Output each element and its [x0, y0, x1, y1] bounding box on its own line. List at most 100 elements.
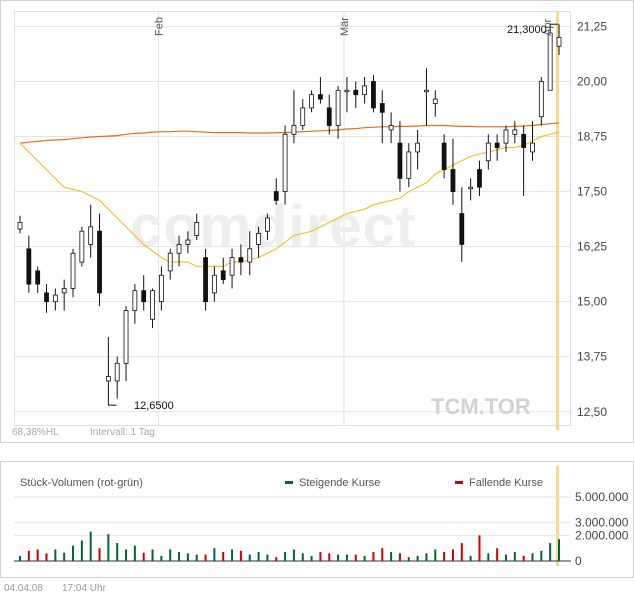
high-annotation: 21,3000	[507, 24, 547, 36]
candle	[247, 231, 253, 276]
footer-date: 04.04.08	[4, 583, 43, 594]
candle	[415, 129, 421, 170]
candle-body-up	[468, 186, 474, 190]
candle-body-up	[17, 222, 23, 230]
candle	[326, 94, 332, 135]
volume-bar	[89, 531, 92, 561]
candle	[176, 235, 182, 267]
price-tick-label: 13,75	[577, 350, 607, 364]
candle	[503, 125, 509, 152]
volume-bar	[169, 549, 172, 561]
candle-body-up	[114, 362, 120, 382]
candle-body-down	[326, 107, 332, 126]
volume-bar	[248, 554, 251, 561]
volume-bar	[231, 549, 234, 561]
candle	[282, 125, 288, 205]
candle	[512, 121, 518, 144]
volume-bar	[328, 553, 331, 561]
volume-tick-label: 3.000.000	[575, 516, 629, 530]
candle	[432, 90, 438, 117]
month-tick-label: Mär	[339, 17, 351, 36]
volume-bar	[416, 555, 419, 561]
candle-body-up	[52, 294, 58, 303]
price-plot-area	[14, 11, 571, 426]
volume-bar	[19, 555, 21, 561]
legend-down-swatch	[455, 481, 463, 484]
volume-panel-frame	[0, 461, 634, 578]
volume-bar	[345, 554, 348, 561]
price-tick-label: 15,00	[577, 295, 607, 309]
candle	[79, 226, 85, 267]
volume-tick-label: 0	[575, 554, 582, 568]
volume-bar	[142, 552, 145, 561]
volume-bar	[513, 552, 516, 561]
candle-body-down	[273, 191, 279, 201]
candle	[477, 160, 482, 196]
volume-bar	[36, 549, 39, 561]
volume-bar	[133, 545, 136, 561]
volume-bar	[407, 557, 410, 561]
candle	[309, 90, 314, 113]
candle	[547, 24, 553, 91]
candle	[97, 213, 102, 307]
candle-body-up	[88, 226, 94, 245]
candle	[52, 288, 58, 311]
price-annotations: 21,3000 12,6500	[108, 23, 559, 412]
candle	[388, 112, 394, 144]
candle-body-down	[353, 89, 359, 96]
watermark: comdirect	[130, 194, 415, 259]
candle-body-up	[344, 89, 350, 93]
candle-body-up	[556, 37, 562, 47]
today-marker	[556, 11, 559, 566]
candle	[441, 134, 447, 179]
candle-body-up	[547, 32, 553, 91]
volume-bar	[337, 554, 340, 561]
candle-body-down	[26, 248, 32, 285]
price-tick-label: 18,75	[577, 130, 607, 144]
volume-bar	[301, 553, 304, 561]
candle	[194, 213, 200, 241]
candle-body-up	[194, 222, 200, 237]
candle-body-down	[318, 94, 323, 100]
volume-bar	[354, 554, 357, 561]
volume-bar	[239, 550, 242, 561]
volume-bar	[522, 555, 525, 561]
candle-body-up	[79, 230, 85, 263]
candle-body-up	[229, 257, 235, 276]
candle-body-up	[211, 274, 217, 294]
volume-bar	[116, 543, 119, 561]
volume-bar	[496, 548, 499, 561]
volume-bar	[319, 552, 322, 561]
candle	[220, 257, 226, 285]
volume-bar	[45, 553, 48, 561]
candle	[132, 284, 138, 324]
candle-body-up	[176, 244, 182, 254]
candle-body-up	[362, 85, 368, 96]
candle	[123, 306, 129, 381]
volume-bar	[178, 552, 181, 561]
price-tick-label: 17,50	[577, 185, 607, 199]
candle	[424, 68, 429, 126]
volume-bar	[204, 554, 207, 561]
candle	[61, 279, 67, 311]
candle-body-up	[415, 142, 421, 153]
candle	[150, 288, 155, 329]
candle	[185, 231, 191, 254]
legend-up-swatch	[285, 481, 293, 484]
candle	[26, 235, 32, 293]
volume-bar	[125, 549, 128, 561]
candle-body-up	[538, 81, 544, 118]
candle-body-up	[247, 248, 253, 263]
volume-bar	[213, 548, 216, 561]
volume-bar	[151, 549, 154, 561]
candle	[397, 121, 403, 192]
candle-body-up	[291, 125, 297, 135]
candle	[203, 248, 208, 311]
candle	[468, 178, 474, 201]
month-tick-label: Feb	[153, 17, 165, 36]
volume-bar	[80, 540, 83, 561]
candle-body-down	[477, 169, 482, 188]
